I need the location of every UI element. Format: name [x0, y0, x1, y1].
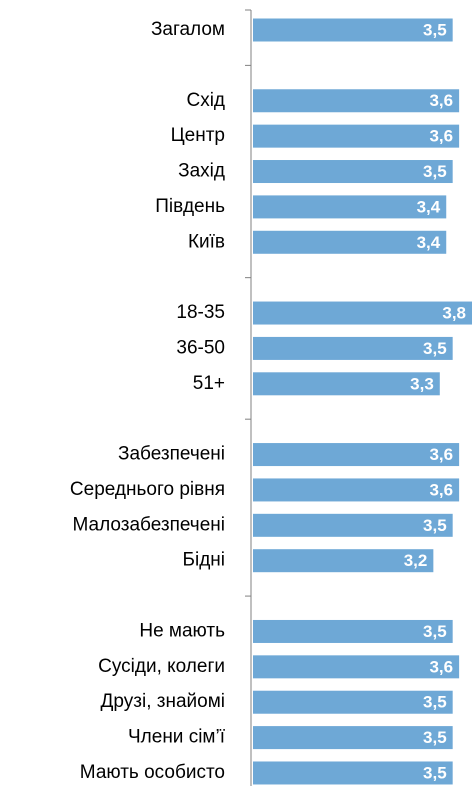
category-label: Загалом [151, 19, 225, 40]
value-label: 3,3 [410, 374, 434, 393]
bar [253, 195, 447, 219]
bar [253, 655, 460, 679]
value-label: 3,2 [404, 551, 428, 570]
bar [253, 18, 453, 42]
bar [253, 230, 447, 254]
value-label: 3,4 [417, 233, 441, 252]
category-label: Середнього рівня [70, 479, 225, 500]
bar [253, 619, 453, 643]
category-label: Схід [186, 90, 225, 111]
category-label: Члени сім’ї [128, 727, 226, 748]
category-label: Південь [155, 196, 225, 217]
value-label: 3,4 [417, 197, 441, 216]
category-label: Сусіди, колеги [98, 656, 225, 677]
value-label: 3,6 [429, 91, 453, 110]
category-label: Центр [171, 125, 225, 146]
value-label: 3,5 [423, 516, 447, 535]
category-label: Захід [178, 161, 225, 182]
category-label: 36-50 [176, 337, 225, 358]
value-label: 3,5 [423, 162, 447, 181]
category-label: Малозабезпечені [73, 514, 225, 535]
value-label: 3,5 [423, 763, 447, 782]
value-label: 3,5 [423, 728, 447, 747]
value-label: 3,6 [429, 445, 453, 464]
bar [253, 690, 453, 714]
category-label: 51+ [193, 373, 225, 394]
bar [253, 301, 472, 325]
value-label: 3,6 [429, 127, 453, 146]
category-label: Київ [188, 231, 225, 252]
value-label: 3,6 [429, 657, 453, 676]
category-label: Бідні [183, 550, 226, 571]
bar [253, 160, 453, 184]
value-label: 3,8 [442, 304, 466, 323]
value-label: 3,5 [423, 622, 447, 641]
bar [253, 372, 440, 396]
category-label: Не мають [139, 620, 225, 641]
bar [253, 336, 453, 360]
value-label: 3,5 [423, 20, 447, 39]
bar [253, 443, 460, 467]
category-label: 18-35 [176, 302, 225, 323]
category-label: Забезпечені [118, 444, 225, 465]
bar [253, 513, 453, 537]
bar [253, 124, 460, 148]
category-label: Друзі, знайомі [101, 691, 225, 712]
bar [253, 478, 460, 502]
bar [253, 89, 460, 113]
bar [253, 761, 453, 785]
bar [253, 549, 434, 573]
value-label: 3,5 [423, 693, 447, 712]
value-label: 3,6 [429, 480, 453, 499]
bar [253, 726, 453, 750]
category-label: Мають особисто [80, 762, 225, 783]
value-label: 3,5 [423, 339, 447, 358]
